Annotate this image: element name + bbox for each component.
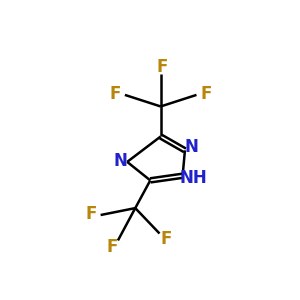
Text: F: F bbox=[161, 230, 172, 248]
Text: F: F bbox=[200, 85, 212, 103]
Text: F: F bbox=[110, 85, 121, 103]
Text: F: F bbox=[106, 238, 118, 256]
Text: F: F bbox=[156, 58, 167, 76]
Text: NH: NH bbox=[179, 169, 207, 187]
Text: N: N bbox=[113, 152, 127, 170]
Text: F: F bbox=[86, 205, 97, 223]
Text: N: N bbox=[185, 138, 199, 156]
